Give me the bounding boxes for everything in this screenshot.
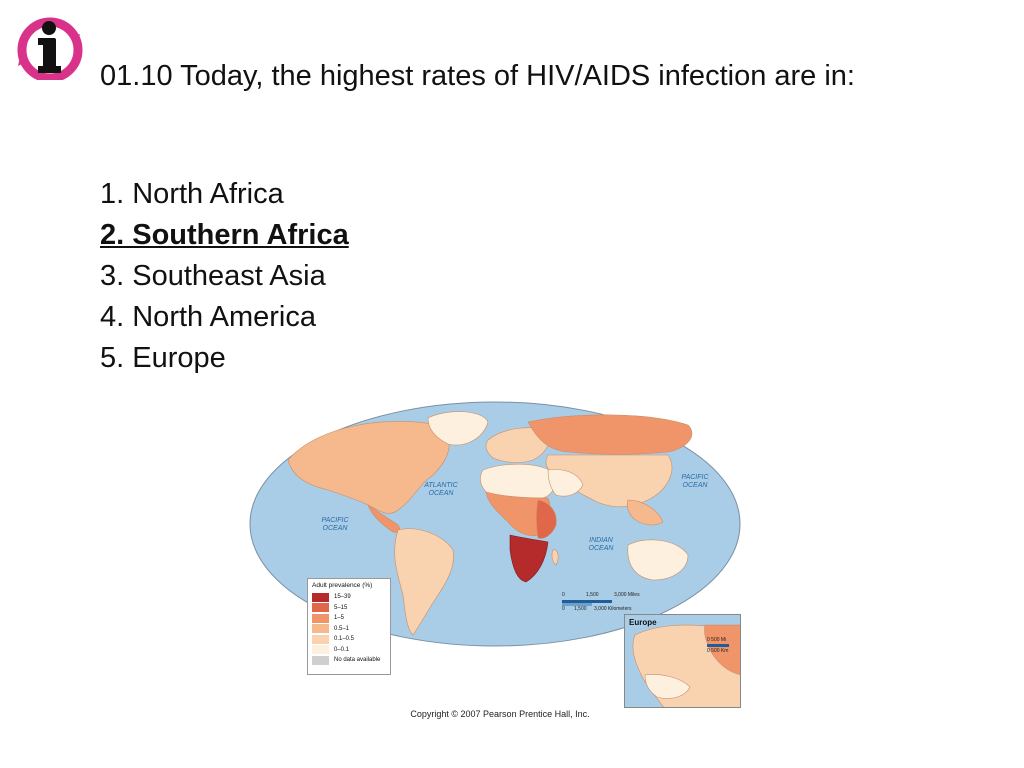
copyright-text: Copyright © 2007 Pearson Prentice Hall, … bbox=[410, 709, 590, 719]
inset-scale-zero-km: 0 bbox=[707, 648, 710, 654]
east-africa bbox=[536, 499, 557, 539]
scale-zero-mi: 0 bbox=[562, 592, 565, 598]
scale-miles: 3,000 Miles bbox=[614, 592, 640, 598]
answer-option[interactable]: 5. Europe bbox=[100, 342, 226, 374]
middle-east bbox=[547, 469, 584, 497]
inset-scale-km: 500 Km bbox=[711, 648, 729, 654]
info-logo-icon bbox=[17, 17, 83, 80]
map-legend: Adult prevalence (%) 15–39 5–15 1–5 0.5–… bbox=[307, 578, 391, 675]
answer-option[interactable]: 1. North Africa bbox=[100, 178, 284, 210]
legend-item: No data available bbox=[312, 655, 386, 666]
legend-label: 0.5–1 bbox=[334, 625, 350, 632]
legend-swatch bbox=[312, 603, 329, 613]
legend-item: 0.5–1 bbox=[312, 624, 386, 635]
legend-swatch bbox=[312, 592, 329, 602]
legend-swatch bbox=[312, 624, 329, 634]
legend-item: 0–0.1 bbox=[312, 645, 386, 656]
europe-inset-map: Europe 0 500 Mi 0 500 Km bbox=[624, 614, 741, 708]
scale-km: 3,000 Kilometers bbox=[594, 606, 632, 612]
legend-item: 0.1–0.5 bbox=[312, 634, 386, 645]
europe-inset-shapes bbox=[632, 624, 740, 707]
legend-item: 15–39 bbox=[312, 592, 386, 603]
legend-title: Adult prevalence (%) bbox=[312, 582, 373, 589]
scale-bar: 0 1,500 3,000 Miles 0 1,500 3,000 Kilome… bbox=[562, 592, 652, 614]
question-text: 01.10 Today, the highest rates of HIV/AI… bbox=[100, 60, 855, 92]
inset-scale-mi: 500 Mi bbox=[711, 637, 727, 643]
europe bbox=[485, 427, 550, 463]
legend-label: 0.1–0.5 bbox=[334, 636, 355, 643]
inset-title: Europe bbox=[629, 618, 657, 627]
australia bbox=[627, 539, 689, 581]
southern-africa bbox=[509, 534, 549, 583]
south-america bbox=[394, 528, 454, 636]
legend-label: 15–39 bbox=[334, 594, 351, 601]
ocean-label-pacific-west: PACIFIC OCEAN bbox=[321, 517, 349, 532]
ocean-label-atlantic: ATLANTIC OCEAN bbox=[424, 482, 458, 497]
legend-item: 5–15 bbox=[312, 603, 386, 614]
southeast-asia bbox=[626, 499, 664, 526]
legend-swatch bbox=[312, 634, 329, 644]
answer-option[interactable]: 3. Southeast Asia bbox=[100, 260, 326, 292]
legend-label: 5–15 bbox=[334, 604, 348, 611]
inset-scale: 0 500 Mi 0 500 Km bbox=[707, 637, 729, 654]
north-america bbox=[287, 421, 450, 514]
inset-scale-zero-mi: 0 bbox=[707, 637, 710, 643]
legend-label: 0–0.1 bbox=[334, 646, 350, 653]
legend-swatch bbox=[312, 613, 329, 623]
answer-list: 1. North Africa 2. Southern Africa 3. So… bbox=[100, 174, 349, 379]
ocean-label-indian: INDIAN OCEAN bbox=[588, 537, 614, 552]
scale-mid-mi: 1,500 bbox=[586, 592, 599, 598]
greenland bbox=[427, 411, 489, 446]
legend-swatch bbox=[312, 645, 329, 655]
answer-option-correct[interactable]: 2. Southern Africa bbox=[100, 219, 349, 251]
legend-swatch bbox=[312, 655, 329, 665]
legend-label: 1–5 bbox=[334, 615, 345, 622]
legend-item: 1–5 bbox=[312, 613, 386, 624]
scale-mid-km: 1,500 bbox=[574, 606, 587, 612]
madagascar bbox=[551, 549, 559, 566]
answer-option[interactable]: 4. North America bbox=[100, 301, 316, 333]
legend-label: No data available bbox=[334, 657, 381, 664]
ocean-label-pacific-east: PACIFIC OCEAN bbox=[681, 474, 709, 489]
scale-zero-km: 0 bbox=[562, 606, 565, 612]
russia bbox=[527, 414, 693, 455]
